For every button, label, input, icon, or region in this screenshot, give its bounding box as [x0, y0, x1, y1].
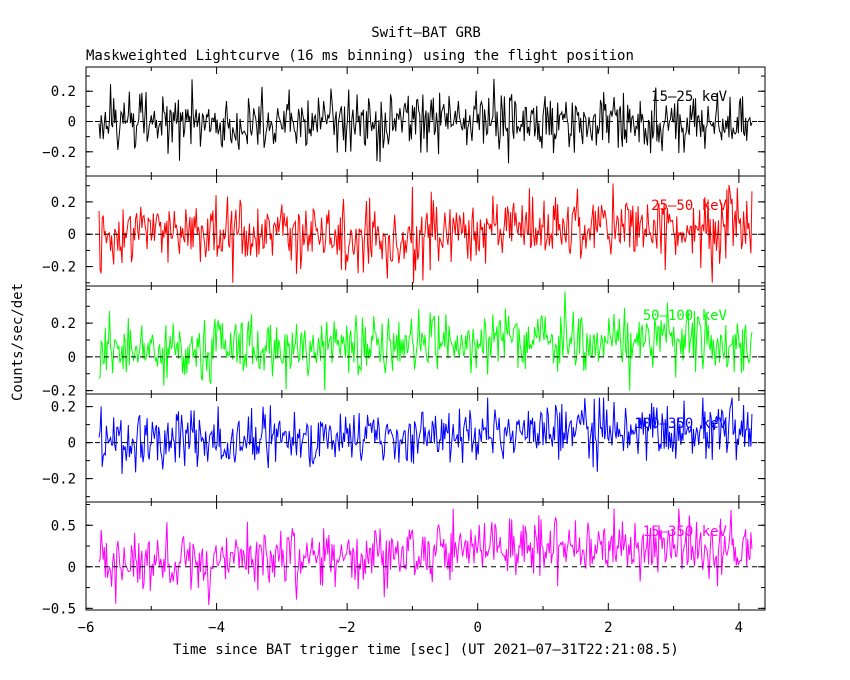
y-tick-label-1-1: 0 [68, 227, 76, 243]
panel-0: −0.2 0 0.2 15–25 keV [42, 66, 766, 177]
x-axis-label: Time since BAT trigger time [sec] (UT 20… [173, 642, 679, 658]
x-tick-label-0: −6 [78, 620, 95, 636]
y-tick-label-2-1: 0 [68, 350, 76, 366]
x-tick-label-1: −4 [208, 620, 225, 636]
x-tick-label-5: 4 [735, 620, 743, 636]
panel-energy-label-1: 25–50 keV [651, 198, 727, 214]
x-axis: −6 −4 −2 0 2 4 [78, 620, 744, 636]
series-line-3 [98, 397, 753, 474]
series-line-4 [98, 508, 753, 606]
y-tick-label-0-1: 0 [68, 115, 76, 131]
x-tick-label-4: 2 [604, 620, 612, 636]
panel-2: −0.2 0 0.2 50–100 keV [42, 285, 766, 400]
y-tick-label-4-1: 0 [68, 560, 76, 576]
panel-frame-3 [85, 393, 766, 503]
x-tick-label-2: −2 [339, 620, 356, 636]
y-tick-label-4-2: 0.5 [51, 518, 76, 534]
series-line-1 [98, 183, 753, 283]
chart-title: Swift–BAT GRB [371, 25, 481, 41]
y-tick-label-1-0: −0.2 [42, 260, 76, 276]
y-tick-label-3-2: 0.2 [51, 400, 76, 416]
panel-4: −0.5 0 0.5 15–350 keV [42, 501, 766, 617]
y-tick-label-0-0: −0.2 [42, 145, 76, 161]
y-tick-label-1-2: 0.2 [51, 195, 76, 211]
panel-energy-label-3: 100–350 keV [634, 416, 727, 432]
y-tick-label-3-1: 0 [68, 436, 76, 452]
y-tick-label-4-0: −0.5 [42, 601, 76, 617]
panel-1: −0.2 0 0.2 25–50 keV [42, 175, 766, 287]
panels-group: −0.2 0 0.2 15–25 keV −0.2 0 0.2 25–50 keV −0.2 0 0… [42, 66, 766, 617]
chart-subtitle: Maskweighted Lightcurve (16 ms binning) … [86, 48, 634, 64]
series-line-0 [98, 78, 753, 164]
y-axis-label: Counts/sec/det [10, 283, 26, 401]
y-tick-label-0-2: 0.2 [51, 84, 76, 100]
panel-energy-label-0: 15–25 keV [651, 89, 727, 105]
x-tick-label-3: 0 [474, 620, 482, 636]
y-tick-label-2-0: −0.2 [42, 384, 76, 400]
series-line-2 [98, 291, 753, 391]
y-tick-label-2-2: 0.2 [51, 316, 76, 332]
y-tick-label-3-0: −0.2 [42, 472, 76, 488]
panel-3: −0.2 0 0.2 100–350 keV [42, 393, 766, 503]
panel-energy-label-4: 15–350 keV [643, 524, 728, 540]
panel-frame-4 [85, 501, 766, 611]
panel-energy-label-2: 50–100 keV [643, 308, 728, 324]
